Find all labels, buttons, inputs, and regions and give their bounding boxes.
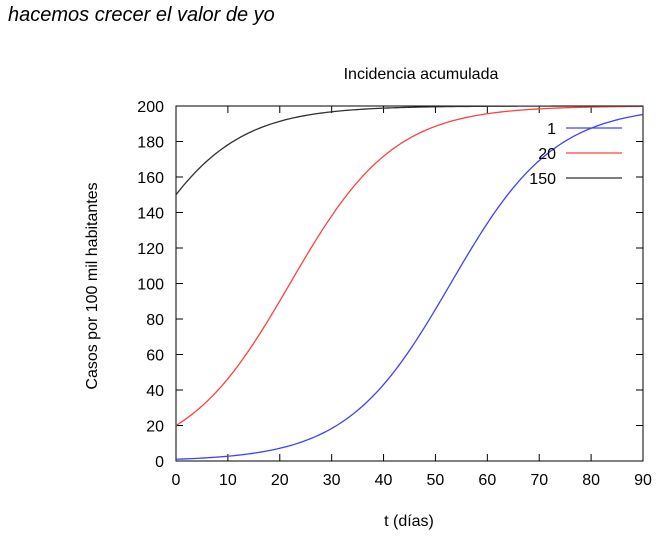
x-tick-label: 40: [375, 472, 393, 489]
series-line-20: [175, 105, 644, 427]
x-tick-label: 0: [172, 472, 181, 489]
x-tick-label: 60: [478, 472, 496, 489]
y-tick-label: 180: [137, 135, 164, 152]
y-tick-label: 20: [146, 419, 164, 436]
y-axis-label: Casos por 100 mil habitantes: [84, 182, 101, 389]
x-tick-label: 80: [582, 472, 600, 489]
y-tick-label: 140: [137, 206, 164, 223]
plot-frame: [175, 105, 644, 462]
y-tick-label: 100: [137, 277, 164, 294]
y-tick-label: 160: [137, 170, 164, 187]
x-tick-label: 10: [219, 472, 237, 489]
legend-label-150: 150: [529, 171, 556, 188]
legend-label-20: 20: [538, 146, 556, 163]
y-tick-label: 60: [146, 348, 164, 365]
series-lines: [175, 105, 644, 460]
y-tick-label: 40: [146, 383, 164, 400]
series-line-150: [175, 105, 644, 196]
y-tick-label: 80: [146, 312, 164, 329]
plot-border: [175, 105, 644, 462]
x-tick-label: 90: [634, 472, 652, 489]
x-tick-label: 70: [530, 472, 548, 489]
x-tick-label: 20: [271, 472, 289, 489]
y-tick-label: 0: [155, 454, 164, 471]
axis-ticks: 0 10 20 30 40 50 60 70 80 90020406080100120140160…: [137, 99, 652, 489]
x-axis-label: t (días): [384, 513, 434, 530]
legend: 1 20 150: [529, 121, 622, 188]
legend-label-1: 1: [547, 121, 556, 138]
x-tick-label: 30: [323, 472, 341, 489]
x-tick-label: 50: [427, 472, 445, 489]
page-heading: hacemos crecer el valor de yo: [8, 4, 275, 26]
series-line-1: [175, 113, 644, 460]
y-tick-label: 120: [137, 241, 164, 258]
chart-title: Incidencia acumulada: [344, 66, 499, 83]
y-tick-label: 200: [137, 99, 164, 116]
